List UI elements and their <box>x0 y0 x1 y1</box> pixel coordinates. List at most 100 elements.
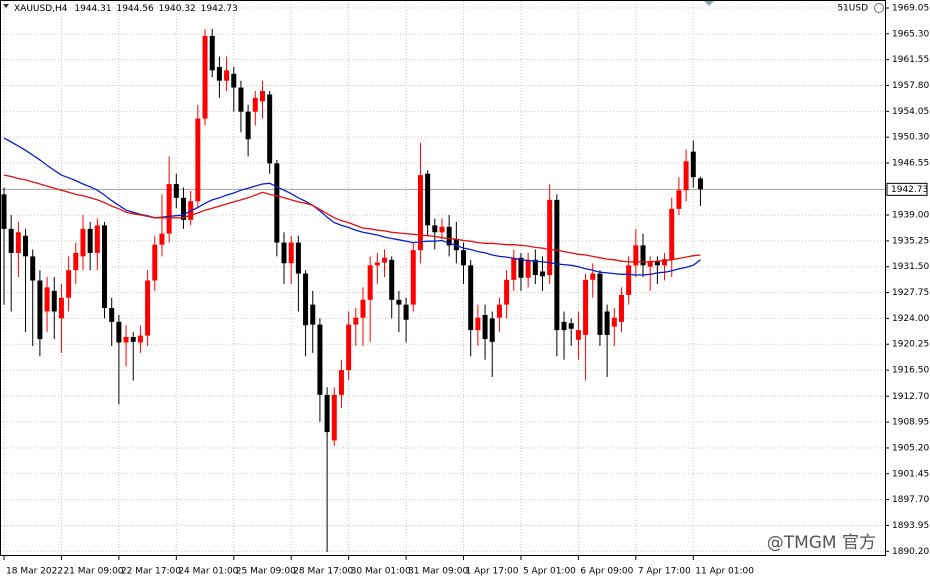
y-tick-label: 1969.05 <box>892 3 929 13</box>
candle-body <box>439 226 445 233</box>
candle-body <box>130 336 136 342</box>
plot-frame <box>0 0 886 556</box>
candle-body <box>317 324 323 395</box>
candle-body <box>116 321 122 343</box>
candle-body <box>662 259 668 266</box>
candle-body <box>353 317 359 325</box>
x-tick-label: 28 Mar 17:00 <box>293 567 353 577</box>
candle-body <box>697 178 703 190</box>
candle-body <box>123 336 129 343</box>
candle-body <box>216 66 222 81</box>
x-tick-label: 7 Apr 17:00 <box>638 567 691 577</box>
candle-body <box>324 394 330 433</box>
candle-body <box>604 311 610 335</box>
candle-body <box>66 270 72 298</box>
candle-body <box>295 242 301 274</box>
candle-body <box>51 290 57 312</box>
candle-body <box>597 273 603 335</box>
candle-body <box>73 252 79 271</box>
candle-body <box>540 271 545 277</box>
candle-body <box>547 199 553 275</box>
candle-body <box>288 242 294 264</box>
candle-body <box>367 265 373 300</box>
candle-body <box>80 228 86 257</box>
candle-body <box>274 163 280 243</box>
y-tick-label: 1912.70 <box>892 392 929 402</box>
candle-body <box>432 225 438 233</box>
candle-body <box>224 70 230 81</box>
x-tick-label: 21 Mar 09:00 <box>63 567 123 577</box>
current-price-box <box>886 182 928 196</box>
candle-body <box>532 259 538 275</box>
spread-label: 51USD <box>837 4 868 14</box>
header-close: 1942.73 <box>201 4 238 14</box>
candle-body <box>511 257 517 280</box>
candle-body <box>1 194 7 229</box>
candle-body <box>453 239 459 251</box>
candle-body <box>676 190 682 209</box>
candle-body <box>518 257 524 278</box>
plot <box>1 29 885 552</box>
header: XAUUSD,H4 1944.31 1944.56 1940.32 1942.7… <box>14 4 238 14</box>
y-tick-label: 1931.50 <box>892 262 929 272</box>
y-tick-label: 1890.20 <box>892 547 929 557</box>
candle-body <box>575 330 581 340</box>
symbol: XAUUSD,H4 <box>14 4 68 14</box>
x-tick-label: 6 Apr 09:00 <box>580 567 633 577</box>
candle-body <box>303 273 309 326</box>
x-tick-label: 1 Apr 17:00 <box>466 567 519 577</box>
candle-body <box>475 317 481 331</box>
candle-body <box>94 225 100 253</box>
candle-body <box>489 318 495 342</box>
candle-body <box>37 280 43 340</box>
x-tick-label: 22 Mar 17:00 <box>121 567 181 577</box>
shift-marker <box>704 1 714 6</box>
candle-body <box>568 323 574 329</box>
moving-average <box>3 137 701 276</box>
header-open: 1944.31 <box>74 4 111 14</box>
candle-body <box>195 118 201 202</box>
candle-body <box>590 273 596 280</box>
x-tick-label: 5 Apr 01:00 <box>523 567 576 577</box>
close-icon[interactable] <box>874 3 884 13</box>
candle-body <box>554 199 560 331</box>
grid <box>1 1 885 555</box>
candle-body <box>15 232 21 253</box>
y-tick-label: 1893.95 <box>892 521 929 531</box>
x-tick-label: 24 Mar 01:00 <box>178 567 238 577</box>
candle-body <box>310 304 316 325</box>
candle-body <box>281 242 287 264</box>
x-tick-label: 25 Mar 09:00 <box>236 567 296 577</box>
candle-body <box>374 262 380 266</box>
candle-body <box>403 304 409 320</box>
candle-body <box>173 184 179 198</box>
candle-body <box>417 175 423 251</box>
candle-body <box>425 173 431 226</box>
candle-body <box>669 208 675 260</box>
candle-body <box>360 299 366 318</box>
header-high: 1944.56 <box>116 4 153 14</box>
candle-body <box>561 321 567 331</box>
candle-body <box>346 324 352 371</box>
y-tick-label: 1897.70 <box>892 495 929 505</box>
moving-average <box>3 174 701 263</box>
candle-body <box>504 279 510 305</box>
candle-body <box>202 35 208 119</box>
x-tick-label: 11 Apr 01:00 <box>695 567 754 577</box>
candle-body <box>102 225 108 309</box>
candle-body <box>640 245 646 266</box>
candle-body <box>137 335 143 343</box>
y-tick-label: 1954.05 <box>892 107 929 117</box>
x-tick-label: 18 Mar 2022 <box>6 567 63 577</box>
symbol-icon <box>3 4 9 8</box>
x-tick-label: 30 Mar 01:00 <box>351 567 411 577</box>
candle-body <box>626 265 632 295</box>
y-tick-label: 1901.45 <box>892 469 929 479</box>
y-tick-label: 1927.75 <box>892 288 929 298</box>
candle-body <box>396 299 402 305</box>
candle-body <box>647 261 653 267</box>
candle-body <box>654 261 660 266</box>
candle-body <box>690 151 696 178</box>
candle-body <box>611 317 617 327</box>
